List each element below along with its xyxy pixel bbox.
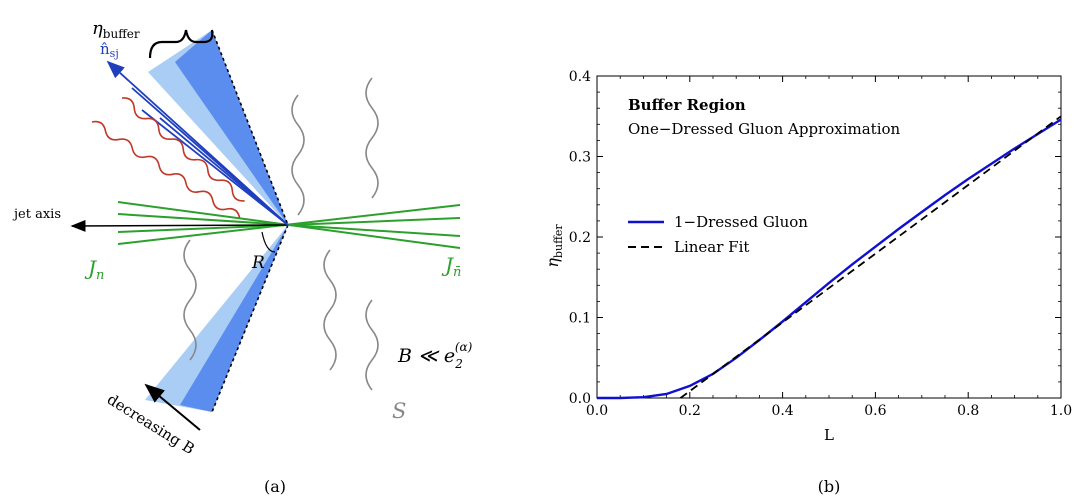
y-tick-label: 0.3 [569,150,591,166]
constraint-label: B ≪ e2(α) [397,340,473,371]
y-axis-label: ηbuffer [543,224,565,268]
jet-axis-arrow [70,219,289,232]
x-tick-label: 0.4 [771,403,793,419]
series-linear-fit-line [679,115,1062,399]
x-tick-label: 0.0 [586,403,608,419]
boundary-line-lower [211,224,289,413]
subjet-lines [106,60,289,226]
diagram-panel: jet axis R ηbuffer n̂sj Jn Jn̄ B ≪ e2(α)… [12,18,473,496]
y-tick-label: 0.0 [569,391,591,407]
soft-radiation [183,77,379,391]
collinear-gluons [91,97,245,219]
x-tick-label: 0.6 [864,403,886,419]
lower-buffer-light [145,225,288,412]
buffer-brace [148,29,214,59]
chart-title: Buffer Region [628,96,746,114]
legend: 1−Dressed Gluon Linear Fit [628,213,808,256]
subjet-label: n̂sj [100,40,119,60]
jn-label: Jn [84,256,104,283]
series-group [597,115,1062,400]
jet-axis-label: jet axis [12,207,61,222]
decreasing-arrow [144,383,201,431]
y-tick-label: 0.4 [569,69,591,85]
axis-ticks [596,75,1062,399]
r-angle-arc [261,231,276,253]
axis-tick-labels: 0.0 0.2 0.4 0.6 0.8 1.0 0.0 0.1 0.2 0.3 0.4 [569,69,1072,419]
legend-label-linear: Linear Fit [674,238,749,256]
x-tick-label: 0.2 [679,403,701,419]
soft-label: S [392,399,406,423]
legend-label-dressed: 1−Dressed Gluon [674,213,808,231]
boundary-line [211,29,289,226]
lower-buffer-dark [180,225,288,412]
x-tick-label: 1.0 [1050,403,1072,419]
series-dressed-gluon-line [597,118,1062,400]
upper-buffer-light [148,30,288,225]
y-tick-label: 0.2 [569,230,591,246]
jet-lines [117,201,461,249]
upper-buffer-dark [175,30,288,225]
eta-buffer-label: ηbuffer [92,18,140,41]
panel-label-b: (b) [818,477,841,496]
x-tick-label: 0.8 [957,403,979,419]
y-tick-label: 0.1 [569,311,591,327]
panel-label-a: (a) [264,477,286,496]
chart-subtitle: One−Dressed Gluon Approximation [628,120,901,138]
jnbar-label: Jn̄ [441,253,461,280]
r-label: R [251,253,265,273]
x-axis-label: L [824,426,834,444]
chart-panel: 0.0 0.2 0.4 0.6 0.8 1.0 0.0 0.1 0.2 0.3 0.4 Buffer… [543,69,1072,496]
